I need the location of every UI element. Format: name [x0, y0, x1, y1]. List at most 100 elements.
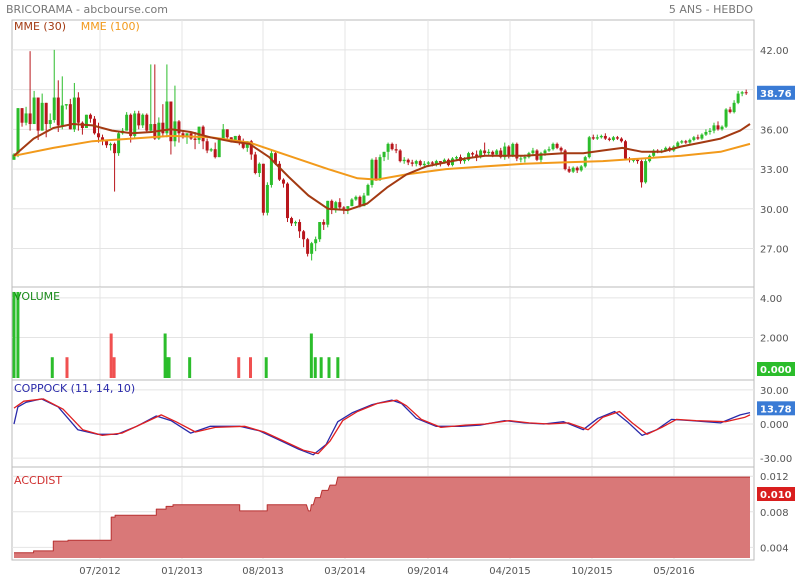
- candle-body: [241, 141, 245, 148]
- candle-body: [342, 207, 346, 209]
- y-tick-label: 0.012: [760, 472, 789, 483]
- candle-body: [644, 161, 648, 183]
- volume-bar: [309, 333, 313, 378]
- candle-body: [362, 195, 366, 207]
- candle-body: [434, 161, 438, 164]
- candle-body: [728, 109, 732, 113]
- coppock-series-2: [13, 398, 751, 455]
- candle-body: [543, 150, 547, 154]
- candle-body: [20, 108, 24, 123]
- candle-body: [740, 92, 744, 94]
- candle-body: [370, 159, 374, 185]
- candle-body: [519, 158, 523, 160]
- candle-body: [422, 163, 426, 166]
- y-tick-label: 42.00: [760, 46, 789, 57]
- accdist-line: [14, 476, 750, 554]
- candle-body: [571, 167, 575, 172]
- candle-body: [32, 97, 36, 125]
- volume-bar: [167, 357, 171, 378]
- candle-body: [575, 167, 579, 171]
- y-tick-label: 0.008: [760, 508, 789, 519]
- candle-body: [684, 141, 688, 143]
- candle-body: [56, 97, 60, 126]
- candle-body: [607, 138, 611, 140]
- last-value-text: 13.78: [760, 404, 792, 415]
- candle-body: [708, 130, 712, 132]
- candle-body: [209, 149, 213, 151]
- candle-body: [547, 149, 551, 151]
- volume-bar: [188, 357, 192, 378]
- candle-body: [201, 126, 205, 142]
- candle-body: [515, 143, 519, 159]
- candle-body: [454, 157, 458, 159]
- x-tick-label: 10/2015: [571, 566, 613, 577]
- candle-body: [338, 202, 342, 208]
- candle-body: [169, 101, 173, 142]
- candle-body: [306, 239, 310, 254]
- candle-body: [68, 104, 72, 130]
- candle-body: [567, 169, 571, 172]
- y-tick-label: 30.00: [760, 386, 789, 397]
- candle-body: [350, 199, 354, 207]
- period-label: 5 ANS - HEBDO: [668, 3, 753, 16]
- candle-body: [491, 151, 495, 155]
- chart-title: BRICORAMA - abcbourse.com: [6, 3, 168, 16]
- candle-body: [539, 153, 543, 160]
- candle-body: [133, 113, 137, 136]
- legend-label: MME (100): [81, 20, 140, 33]
- candle-body: [402, 159, 406, 162]
- volume-bar: [16, 291, 20, 378]
- candle-body: [302, 231, 306, 240]
- candle-body: [161, 122, 165, 134]
- y-tick-label: 0.004: [760, 543, 789, 554]
- candle-body: [704, 131, 708, 135]
- candle-body: [346, 206, 350, 209]
- candle-body: [623, 141, 627, 159]
- candle-body: [12, 154, 16, 160]
- candle-body: [177, 121, 181, 134]
- y-tick-label: 36.00: [760, 125, 789, 136]
- candle-body: [290, 218, 294, 224]
- candle-body: [664, 147, 668, 151]
- x-tick-label: 01/2013: [161, 566, 203, 577]
- candle-body: [406, 159, 410, 163]
- candle-body: [390, 143, 394, 150]
- x-tick-label: 03/2014: [324, 566, 366, 577]
- candle-body: [277, 163, 281, 180]
- candle-body: [410, 162, 414, 164]
- candle-body: [173, 121, 177, 142]
- candle-body: [125, 114, 129, 131]
- candle-body: [579, 166, 583, 171]
- last-value-text: 0.010: [760, 490, 792, 501]
- candle-body: [744, 92, 748, 94]
- last-value-badge: [757, 401, 795, 416]
- last-value-text: 0.000: [760, 365, 792, 376]
- candle-body: [676, 142, 680, 147]
- candle-body: [632, 159, 636, 161]
- candle-body: [563, 150, 567, 170]
- y-tick-label: 2.000: [760, 333, 789, 344]
- candle-body: [322, 222, 326, 225]
- candle-body: [76, 97, 80, 123]
- candle-body: [438, 161, 442, 163]
- candle-body: [479, 150, 483, 158]
- candle-body: [692, 137, 696, 140]
- x-tick-label: 08/2013: [242, 566, 284, 577]
- candle-body: [217, 139, 221, 158]
- candle-body: [193, 138, 197, 140]
- candle-body: [314, 239, 318, 244]
- candle-body: [298, 222, 302, 232]
- y-tick-label: 30.00: [760, 205, 789, 216]
- candle-body: [487, 151, 491, 154]
- volume-bar: [163, 333, 167, 378]
- candle-body: [716, 125, 720, 130]
- y-tick-label: -30.00: [760, 454, 792, 465]
- candle-body: [394, 149, 398, 151]
- candle-body: [318, 222, 322, 240]
- candle-body: [72, 97, 76, 130]
- volume-bar: [264, 357, 268, 378]
- candle-body: [724, 109, 728, 127]
- candle-body: [141, 114, 145, 126]
- candle-body: [117, 133, 121, 154]
